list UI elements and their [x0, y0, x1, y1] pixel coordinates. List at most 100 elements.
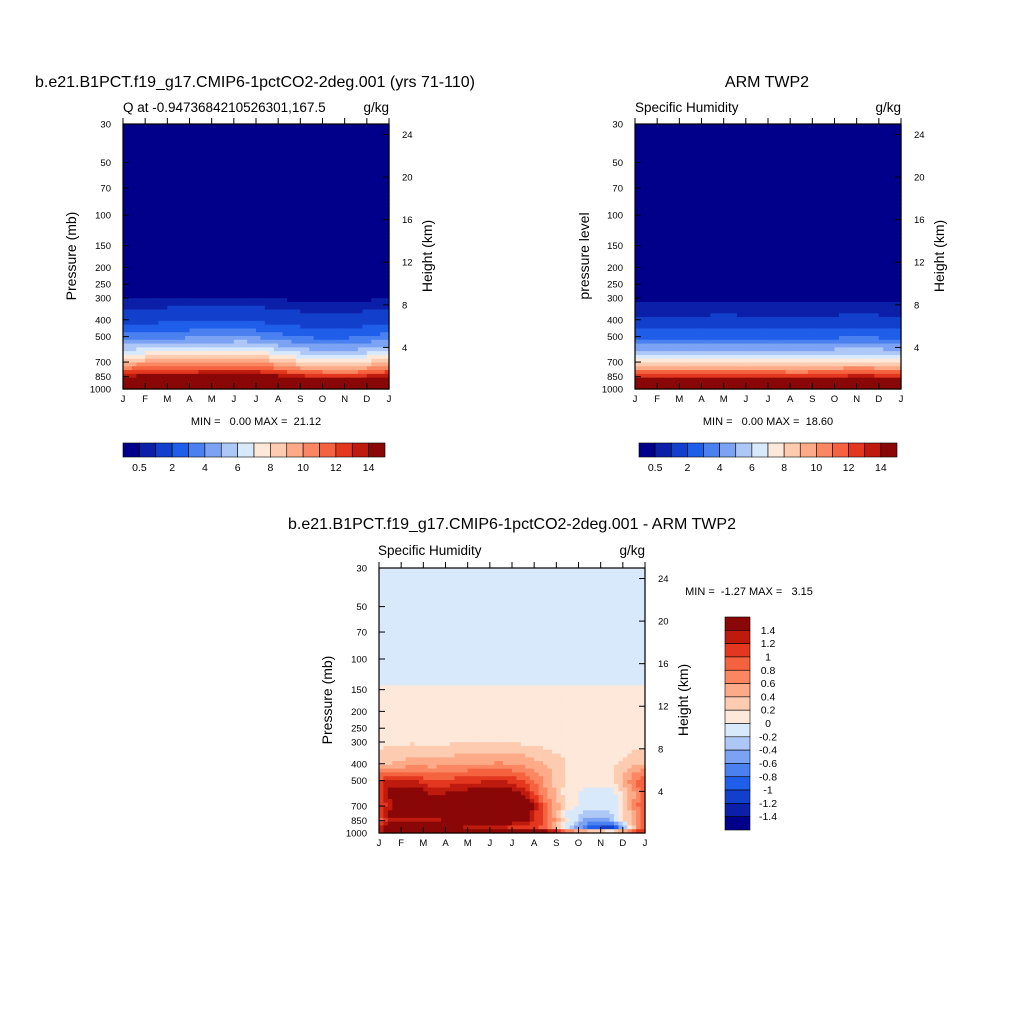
contour-cell: [269, 373, 275, 379]
contour-cell: [247, 354, 253, 360]
contour-cell: [643, 370, 649, 375]
contour-cell: [202, 377, 208, 383]
contour-cell: [643, 354, 649, 360]
contour-cell: [375, 211, 381, 216]
contour-cell: [242, 177, 248, 182]
contour-cell: [304, 370, 310, 375]
contour-cell: [326, 279, 332, 284]
contour-cell: [322, 199, 328, 205]
contour-cell: [202, 370, 208, 375]
contour-cell: [131, 199, 137, 205]
contour-cell: [331, 362, 337, 367]
contour-cell: [154, 294, 160, 299]
contour-cell: [216, 127, 222, 133]
contour-cell: [273, 313, 279, 318]
contour-cell: [670, 324, 676, 330]
contour-cell: [247, 154, 253, 159]
contour-cell: [220, 267, 226, 273]
contour-cell: [260, 203, 266, 208]
contour-cell: [291, 169, 297, 174]
contour-cell: [278, 332, 284, 337]
contour-cell: [220, 339, 226, 345]
contour-cell: [353, 377, 359, 383]
contour-cell: [224, 343, 230, 348]
contour-cell: [136, 146, 142, 152]
contour-cell: [198, 241, 204, 246]
contour-cell: [648, 373, 654, 379]
contour-cell: [657, 264, 663, 269]
contour-cell: [136, 233, 142, 239]
contour-cell: [256, 211, 262, 216]
contour-cell: [149, 195, 155, 201]
contour-cell: [353, 271, 359, 277]
contour-cell: [220, 358, 226, 364]
contour-cell: [264, 298, 270, 303]
contour-cell: [313, 332, 319, 337]
contour-cell: [643, 127, 649, 133]
contour-cell: [309, 146, 315, 152]
contour-cell: [331, 377, 337, 383]
contour-cell: [224, 131, 230, 136]
contour-cell: [300, 173, 306, 178]
contour-cell: [661, 177, 667, 182]
contour-cell: [162, 260, 168, 265]
contour-cell: [273, 165, 279, 171]
contour-cell: [335, 135, 341, 140]
contour-cell: [127, 214, 133, 220]
contour-cell: [366, 203, 372, 208]
contour-cell: [375, 214, 381, 220]
contour-cell: [273, 192, 279, 197]
contour-cell: [291, 218, 297, 224]
contour-cell: [269, 173, 275, 178]
contour-cell: [176, 135, 182, 140]
contour-cell: [349, 354, 355, 360]
contour-cell: [145, 226, 151, 231]
contour-cell: [340, 211, 346, 216]
contour-cell: [127, 135, 133, 140]
contour-cell: [340, 256, 346, 261]
contour-cell: [233, 317, 239, 322]
contour-cell: [362, 366, 368, 371]
contour-cell: [167, 188, 173, 193]
contour-cell: [331, 207, 337, 212]
contour-cell: [287, 294, 293, 299]
contour-cell: [193, 309, 199, 314]
contour-cell: [238, 271, 244, 277]
contour-cell: [140, 370, 146, 375]
contour-cell: [224, 298, 230, 303]
contour-cell: [158, 180, 164, 186]
contour-cell: [322, 131, 328, 136]
contour-cell: [335, 309, 341, 314]
contour-cell: [666, 222, 672, 227]
contour-cell: [340, 165, 346, 171]
contour-cell: [149, 358, 155, 364]
contour-cell: [309, 309, 315, 314]
contour-cell: [207, 385, 213, 390]
contour-cell: [162, 332, 168, 337]
contour-cell: [366, 230, 372, 235]
contour-cell: [304, 154, 310, 159]
contour-cell: [304, 131, 310, 136]
contour-cell: [149, 245, 155, 250]
contour-cell: [639, 218, 645, 224]
contour-cell: [353, 373, 359, 379]
contour-cell: [207, 173, 213, 178]
contour-cell: [193, 124, 199, 129]
panel-model-ylabel-right: Height (km): [419, 220, 435, 292]
contour-cell: [162, 279, 168, 284]
contour-cell: [140, 248, 146, 254]
contour-cell: [211, 230, 217, 235]
contour-cell: [375, 332, 381, 337]
contour-cell: [287, 127, 293, 133]
contour-cell: [652, 150, 658, 155]
contour-cell: [375, 313, 381, 318]
contour-cell: [154, 317, 160, 322]
contour-cell: [331, 218, 337, 224]
contour-cell: [657, 320, 663, 326]
contour-cell: [162, 124, 168, 129]
contour-cell: [127, 336, 133, 341]
contour-cell: [322, 214, 328, 220]
contour-cell: [167, 173, 173, 178]
contour-cell: [189, 370, 195, 375]
contour-cell: [149, 135, 155, 140]
